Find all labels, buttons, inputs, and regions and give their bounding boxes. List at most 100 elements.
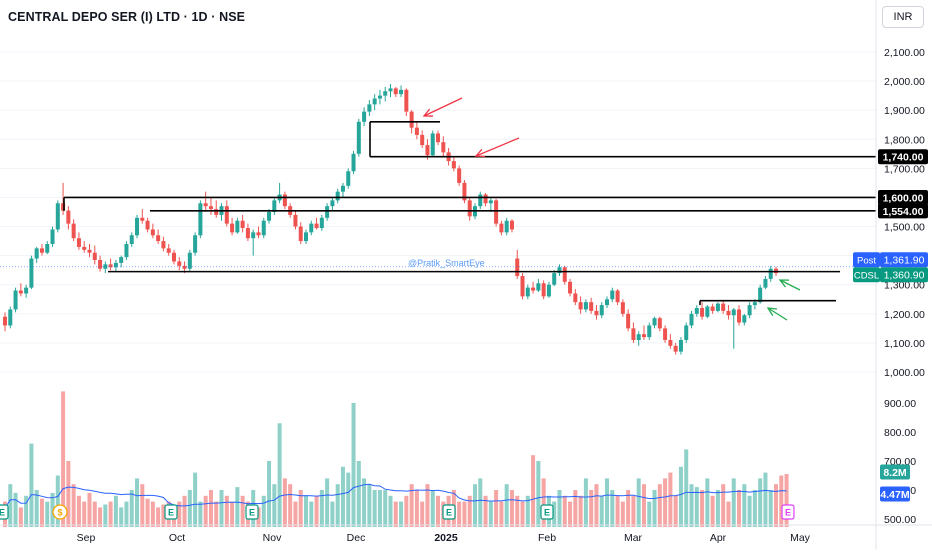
candle xyxy=(50,226,55,247)
candle-body xyxy=(568,281,573,294)
candle-body xyxy=(673,345,678,352)
volume-bar xyxy=(356,461,361,527)
volume-bar xyxy=(330,501,335,527)
candle xyxy=(441,136,446,157)
volume-bar xyxy=(39,498,44,527)
candle-body xyxy=(451,161,456,169)
arrow-shaft xyxy=(779,279,801,291)
candle-body xyxy=(689,313,694,326)
volume-tag-text: 8.2M xyxy=(883,467,907,479)
volume-bar xyxy=(82,501,87,527)
candle xyxy=(462,180,467,204)
candle-body xyxy=(525,287,530,297)
candle xyxy=(594,305,599,320)
event-icons[interactable]: E $ E E E E E xyxy=(0,504,795,520)
candle-body xyxy=(245,228,250,239)
candle xyxy=(747,302,752,319)
candle xyxy=(235,217,240,234)
volume-tick-label: 900.00 xyxy=(884,398,916,410)
volume-bar xyxy=(87,492,92,527)
candle-body xyxy=(18,290,23,294)
volume-bar xyxy=(277,423,282,527)
time-axis[interactable]: Sep Oct Nov Dec 2025 Feb Mar Apr May xyxy=(0,524,932,544)
earnings-icon xyxy=(164,504,178,520)
candle-body xyxy=(293,214,298,227)
volume-bar xyxy=(66,461,71,527)
annotation-arrows[interactable] xyxy=(422,97,801,321)
candle-body xyxy=(340,185,345,192)
price-tick-label: 1,800.00 xyxy=(884,134,925,146)
candle xyxy=(325,203,330,221)
candle xyxy=(256,226,261,239)
candle-body xyxy=(536,283,541,291)
arrow-head xyxy=(422,108,434,117)
volume-bar xyxy=(404,495,409,527)
candle xyxy=(367,100,372,116)
candle-body xyxy=(135,217,140,236)
candle-body xyxy=(705,306,710,317)
volume-ma-line xyxy=(4,483,787,509)
dividend-icon-text: $ xyxy=(57,508,62,518)
candle xyxy=(436,130,441,146)
candle xyxy=(705,305,710,319)
time-tick-label: Oct xyxy=(169,532,185,544)
volume-bar xyxy=(742,484,747,527)
candle xyxy=(140,209,145,224)
candle-body xyxy=(737,309,742,323)
volume-bar xyxy=(288,484,293,527)
candle xyxy=(668,334,673,349)
volume-bar xyxy=(594,484,599,527)
candle xyxy=(414,121,419,140)
price-axis[interactable]: 2,100.00 2,000.00 1,900.00 1,800.00 1,700.00… xyxy=(853,0,928,550)
candle xyxy=(240,214,245,233)
volume-bar xyxy=(678,466,683,527)
candle xyxy=(304,229,309,244)
candle-body xyxy=(462,182,467,201)
candle xyxy=(626,309,631,332)
price-tag-name xyxy=(853,252,880,268)
volume-bar xyxy=(304,495,309,527)
volume-bar xyxy=(657,484,662,527)
candle xyxy=(372,94,377,111)
candle xyxy=(282,191,287,210)
candle-body xyxy=(509,220,514,230)
price-tick-label: 1,200.00 xyxy=(884,309,925,321)
symbol-title[interactable]: CENTRAL DEPO SER (I) LTD · 1D · NSE xyxy=(8,10,246,24)
volume-bar xyxy=(414,490,419,527)
volume-bar xyxy=(55,475,60,527)
candle-body xyxy=(50,229,55,244)
volume-bar xyxy=(272,484,277,527)
volume-bar xyxy=(261,495,266,527)
currency-button[interactable]: INR xyxy=(882,6,924,28)
candle-body xyxy=(113,262,118,268)
candle-body xyxy=(230,223,235,233)
volume-bar xyxy=(578,495,583,527)
candle-body xyxy=(256,232,261,236)
candle xyxy=(103,261,108,274)
earnings-icon-text: E xyxy=(446,508,452,518)
candle xyxy=(29,255,34,290)
volume-bar xyxy=(393,501,398,527)
candle-body xyxy=(335,191,340,201)
candle xyxy=(351,150,356,175)
candle-body xyxy=(531,287,536,291)
candle-body xyxy=(208,206,213,210)
candle-body xyxy=(494,200,499,224)
candle-body xyxy=(573,293,578,303)
volume-bar xyxy=(113,495,118,527)
arrow-head xyxy=(474,148,486,158)
candle-body xyxy=(425,145,430,156)
volume-bar xyxy=(98,507,103,527)
volume-bar xyxy=(668,472,673,527)
candle xyxy=(641,325,646,340)
candle-body xyxy=(156,235,161,242)
candle-body xyxy=(351,153,356,172)
volume-bar xyxy=(684,449,689,527)
volume-bar xyxy=(198,501,203,527)
candle-body xyxy=(140,217,145,221)
level-lines[interactable] xyxy=(63,121,876,306)
candle-body xyxy=(546,284,551,297)
volume-bar xyxy=(240,495,245,527)
